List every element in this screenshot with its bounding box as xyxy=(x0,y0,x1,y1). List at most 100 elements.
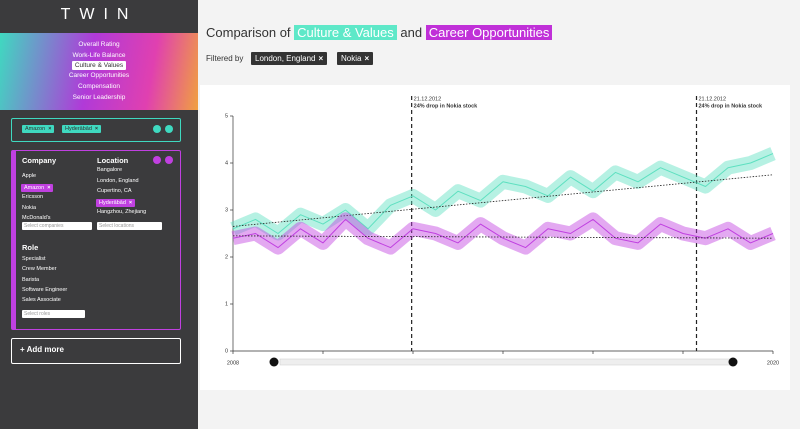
slider-left xyxy=(269,357,279,367)
filter-option[interactable]: Bangalore xyxy=(97,167,122,173)
page-title: Comparison of Culture & Values and Caree… xyxy=(206,25,553,40)
x-tick-label: 2020 xyxy=(767,360,779,366)
series-line xyxy=(232,153,774,234)
annotation-label: 24% drop in Nokia stock xyxy=(414,103,479,109)
filter-card xyxy=(11,150,181,330)
metric-b[interactable]: Career Opportunities xyxy=(425,25,553,40)
option-label: Barista xyxy=(22,276,40,283)
filter-chip[interactable]: London, England × xyxy=(251,52,328,65)
chart: 012345200820102012201420162018202021.12.… xyxy=(225,96,779,367)
menu-label: Career Opportunities xyxy=(68,72,130,79)
menu-label: Compensation xyxy=(78,83,120,90)
filter-heading: Company xyxy=(22,156,57,165)
option-label: Nokia xyxy=(22,204,37,211)
active-filter-chip[interactable]: Amazon × xyxy=(22,125,55,133)
filter-option[interactable]: McDonald's xyxy=(22,215,51,221)
select-box[interactable]: Select roles xyxy=(22,310,85,318)
option-label: Bangalore xyxy=(97,167,123,173)
chip-label: Nokia xyxy=(341,54,362,63)
filter-option[interactable]: Nokia xyxy=(22,205,36,211)
series-band xyxy=(230,147,776,241)
filter-heading: Location xyxy=(97,156,129,165)
annotation-date: 21.12.2012 xyxy=(699,96,727,102)
y-tick-label: 0 xyxy=(225,348,228,354)
menu-label: Senior Leadership xyxy=(72,94,126,101)
filter-option[interactable]: Apple xyxy=(22,173,36,179)
y-tick-label: 2 xyxy=(225,254,228,260)
chip-label: Hyderābād xyxy=(65,126,92,132)
metric-a[interactable]: Culture & Values xyxy=(294,25,397,40)
filter-option[interactable]: Barista xyxy=(22,277,39,283)
trend-line xyxy=(232,235,774,239)
chip-label: Amazon xyxy=(25,126,46,132)
icon-button[interactable] xyxy=(165,156,173,164)
filter-option[interactable]: Hyderābād × xyxy=(96,198,136,207)
menu-item[interactable]: Work-Life Balance xyxy=(0,52,198,59)
filter-option[interactable]: Amazon × xyxy=(21,183,54,192)
filter-option[interactable]: Ericsson xyxy=(22,194,43,200)
filter-option[interactable]: Cupertino, CA xyxy=(97,188,132,194)
active-filter-card[interactable] xyxy=(11,118,181,142)
x-tick-label: 2008 xyxy=(227,360,239,366)
icon-button[interactable] xyxy=(165,125,173,133)
remove-icon[interactable]: × xyxy=(318,54,324,63)
series-line xyxy=(232,218,774,249)
filter-option[interactable]: Hangzhou, Zhejiang xyxy=(97,209,146,215)
active-filter-chip[interactable]: Hyderābād × xyxy=(62,125,102,133)
option-label: Specialist xyxy=(22,256,46,262)
filtered-by: Filtered by xyxy=(206,54,244,63)
menu-item[interactable]: Career Opportunities xyxy=(0,72,198,79)
logo: TWIN xyxy=(60,6,138,23)
remove-icon[interactable]: × xyxy=(364,54,370,63)
trend-line xyxy=(232,174,774,227)
title-conjunction: and xyxy=(400,25,423,40)
y-tick-label: 3 xyxy=(225,207,228,213)
menu-label: Overall Rating xyxy=(78,41,120,48)
y-tick-label: 1 xyxy=(225,301,228,307)
chip-label: London, England xyxy=(255,54,316,63)
menu-item[interactable]: Culture & Values xyxy=(0,61,198,70)
remove-icon[interactable]: × xyxy=(48,126,52,132)
filter-option[interactable]: Specialist xyxy=(22,256,46,262)
option-label: McDonald's xyxy=(22,215,51,221)
filter-option[interactable]: London, England xyxy=(97,178,139,184)
range-slider xyxy=(279,358,731,366)
filter-option[interactable]: Sales Associate xyxy=(22,297,61,303)
sidebar: TWIN + Add more Overall Rating Work-Life … xyxy=(0,0,198,429)
menu-label: Work-Life Balance xyxy=(72,52,126,59)
option-label: Software Engineer xyxy=(22,286,68,293)
menu-item[interactable]: Overall Rating xyxy=(0,41,198,48)
option-label: Hyderābād xyxy=(99,199,126,206)
menu-item[interactable]: Compensation xyxy=(0,83,198,90)
menu-label: Culture & Values xyxy=(71,61,127,70)
menu-item[interactable]: Senior Leadership xyxy=(0,94,198,101)
select-box[interactable]: Select locations xyxy=(97,222,162,230)
option-label: Ericsson xyxy=(22,194,44,200)
filter-heading: Role xyxy=(22,243,39,252)
annotation-date: 21.12.2012 xyxy=(414,96,442,102)
remove-icon[interactable]: × xyxy=(94,126,99,132)
remove-icon[interactable]: × xyxy=(128,199,133,206)
icon-button[interactable] xyxy=(153,156,161,164)
option-label: Sales Associate xyxy=(22,297,61,304)
chart-card xyxy=(200,85,790,390)
option-label: Cupertino, CA xyxy=(97,188,132,194)
filter-chip[interactable]: Nokia × xyxy=(337,52,374,65)
add-more-label: + Add more xyxy=(20,345,64,354)
remove-icon[interactable]: × xyxy=(47,184,51,191)
filter-option[interactable]: Crew Member xyxy=(22,266,57,272)
option-label: Crew Member xyxy=(22,266,57,273)
add-more-button[interactable]: + Add more xyxy=(11,338,181,364)
option-label: Apple xyxy=(22,173,37,179)
option-label: Hangzhou, Zhejiang xyxy=(97,209,147,215)
metric-menu xyxy=(0,33,198,110)
slider-right xyxy=(728,357,738,367)
filter-option[interactable]: Software Engineer xyxy=(22,287,67,293)
option-label: London, England xyxy=(97,177,139,184)
icon-button[interactable] xyxy=(153,125,161,133)
y-tick-label: 5 xyxy=(225,113,228,119)
title-prefix: Comparison of xyxy=(206,25,291,40)
option-label: Amazon xyxy=(24,184,45,191)
select-box[interactable]: Select companies xyxy=(22,222,92,230)
